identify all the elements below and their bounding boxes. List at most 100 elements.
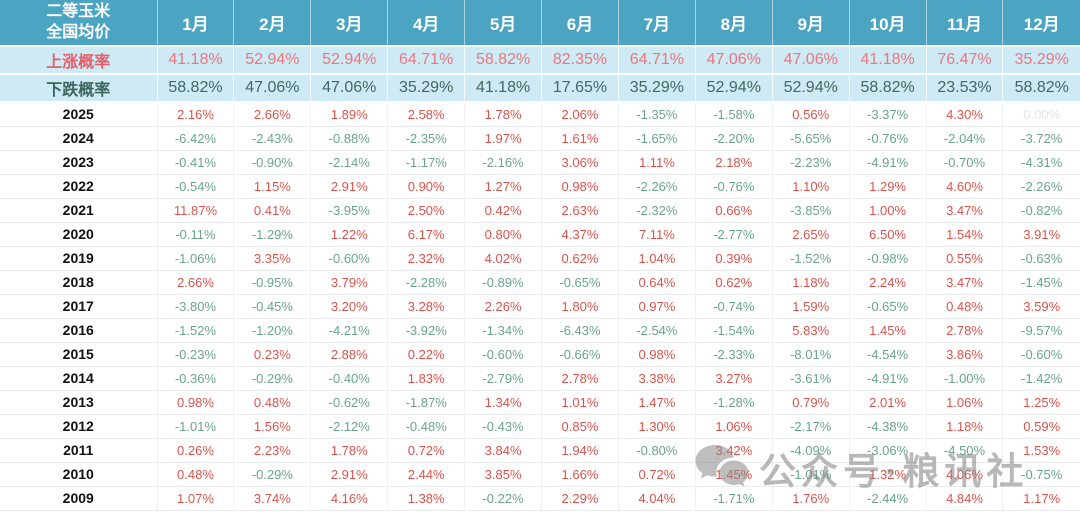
value-cell: -4.54% xyxy=(849,342,927,367)
table-title: 二等玉米 全国均价 xyxy=(0,0,158,47)
table-row: 2015 -0.23% 0.23% 2.88% 0.22% -0.60% -0.66% 0.9… xyxy=(0,342,1080,367)
value-cell: -2.77% xyxy=(695,222,773,247)
value-cell: 4.37% xyxy=(541,222,619,247)
value-cell: -2.17% xyxy=(772,414,850,439)
value-cell: 4.84% xyxy=(926,486,1004,511)
value-cell: 1.54% xyxy=(926,222,1004,247)
value-cell: 0.72% xyxy=(387,438,466,463)
table-row: 2022 -0.54% 1.15% 2.91% 0.90% 1.27% 0.98% -2.26… xyxy=(0,174,1080,199)
value-cell: -2.79% xyxy=(464,366,543,391)
value-cell: 2.23% xyxy=(233,438,312,463)
year-cell: 2021 xyxy=(0,198,158,223)
year-cell: 2011 xyxy=(0,438,158,463)
value-cell: -2.16% xyxy=(464,150,543,175)
value-cell: 1.27% xyxy=(464,174,543,199)
value-cell: 3.74% xyxy=(233,486,312,511)
value-cell: 1.89% xyxy=(310,102,389,127)
value-cell: 2.78% xyxy=(541,366,619,391)
fall-probability-value: 35.29% xyxy=(387,74,466,103)
value-cell: -3.80% xyxy=(157,294,235,319)
value-cell: -4.91% xyxy=(849,366,927,391)
month-header-cell: 7月 xyxy=(618,0,696,47)
value-cell: -1.54% xyxy=(695,318,773,343)
value-cell: 0.98% xyxy=(541,174,619,199)
value-cell: -0.11% xyxy=(157,222,235,247)
value-cell: -0.40% xyxy=(310,366,389,391)
table-row: 2019 -1.06% 3.35% -0.60% 2.32% 4.02% 0.62% 1.04… xyxy=(0,246,1080,271)
rise-probability-value: 41.18% xyxy=(157,46,235,75)
table-row: 2009 1.07% 3.74% 4.16% 1.38% -0.22% 2.29% 4.04%… xyxy=(0,486,1080,511)
table-row: 2012 -1.01% 1.56% -2.12% -0.48% -0.43% 0.85% 1.… xyxy=(0,414,1080,439)
year-cell: 2024 xyxy=(0,126,158,151)
value-cell: -0.88% xyxy=(310,126,389,151)
value-cell: -1.42% xyxy=(1002,366,1080,391)
value-cell: 1.30% xyxy=(618,414,696,439)
value-cell: 4.04% xyxy=(618,486,696,511)
value-cell: 1.83% xyxy=(387,366,466,391)
value-cell: 5.83% xyxy=(772,318,850,343)
value-cell: 0.48% xyxy=(926,294,1004,319)
fall-probability-row: 下跌概率 58.82% 47.06% 47.06% 35.29% 41.18% 17.65… xyxy=(0,74,1080,103)
value-cell: -0.76% xyxy=(849,126,927,151)
table-row: 2011 0.26% 2.23% 1.78% 0.72% 3.84% 1.94% -0.80%… xyxy=(0,438,1080,463)
value-cell: 3.47% xyxy=(926,270,1004,295)
table-row: 2017 -3.80% -0.45% 3.20% 3.28% 2.26% 1.80% 0.97… xyxy=(0,294,1080,319)
fall-probability-value: 58.82% xyxy=(157,74,235,103)
year-cell: 2025 xyxy=(0,102,158,127)
value-cell: 2.32% xyxy=(387,246,466,271)
value-cell: -0.98% xyxy=(849,246,927,271)
value-cell: 3.28% xyxy=(387,294,466,319)
table-title-line2: 全国均价 xyxy=(46,23,111,41)
rise-probability-label: 上涨概率 xyxy=(0,46,158,75)
value-cell: 0.42% xyxy=(464,198,543,223)
value-cell: 0.80% xyxy=(464,222,543,247)
value-cell: 0.41% xyxy=(233,198,312,223)
fall-probability-label: 下跌概率 xyxy=(0,74,158,103)
value-cell: -0.29% xyxy=(233,462,312,487)
value-cell: -8.01% xyxy=(772,342,850,367)
fall-probability-value: 52.94% xyxy=(772,74,850,103)
year-cell: 2020 xyxy=(0,222,158,247)
value-cell: -0.63% xyxy=(1002,246,1080,271)
table-row: 2020 -0.11% -1.29% 1.22% 6.17% 0.80% 4.37% 7.11… xyxy=(0,222,1080,247)
value-cell: -4.50% xyxy=(926,438,1004,463)
value-cell: 3.06% xyxy=(541,150,619,175)
value-cell: 1.53% xyxy=(1002,438,1080,463)
value-cell: 1.38% xyxy=(387,486,466,511)
year-cell: 2012 xyxy=(0,414,158,439)
month-header-cell: 8月 xyxy=(695,0,773,47)
value-cell: 2.78% xyxy=(926,318,1004,343)
year-cell: 2015 xyxy=(0,342,158,367)
value-cell: 1.18% xyxy=(926,414,1004,439)
value-cell: -0.89% xyxy=(464,270,543,295)
value-cell: -0.45% xyxy=(233,294,312,319)
value-cell: 0.22% xyxy=(387,342,466,367)
value-cell: -9.57% xyxy=(1002,318,1080,343)
year-cell: 2013 xyxy=(0,390,158,415)
year-cell: 2009 xyxy=(0,486,158,511)
value-cell: -1.52% xyxy=(157,318,235,343)
value-cell: -5.65% xyxy=(772,126,850,151)
value-cell: 0.48% xyxy=(233,390,312,415)
value-cell: -2.23% xyxy=(772,150,850,175)
value-cell: 1.18% xyxy=(772,270,850,295)
month-header-cell: 10月 xyxy=(849,0,927,47)
rise-probability-row: 上涨概率 41.18% 52.94% 52.94% 64.71% 58.82% 82.35… xyxy=(0,46,1080,75)
value-cell: 1.06% xyxy=(926,390,1004,415)
value-cell: 1.47% xyxy=(618,390,696,415)
value-cell: -1.87% xyxy=(387,390,466,415)
value-cell: 1.34% xyxy=(464,390,543,415)
month-header-row: 二等玉米 全国均价 1月 2月 3月 4月 5月 6月 7月 8月 9月 10月 11月 12月 xyxy=(0,0,1080,47)
value-cell: 2.24% xyxy=(849,270,927,295)
value-cell: 3.79% xyxy=(310,270,389,295)
value-cell: -0.36% xyxy=(157,366,235,391)
value-cell: -3.95% xyxy=(310,198,389,223)
month-header-cell: 12月 xyxy=(1002,0,1080,47)
value-cell: 3.59% xyxy=(1002,294,1080,319)
value-cell: 0.00% xyxy=(1002,102,1080,127)
rise-probability-value: 52.94% xyxy=(310,46,389,75)
value-cell: 1.07% xyxy=(157,486,235,511)
value-cell: 0.55% xyxy=(926,246,1004,271)
value-cell: -0.54% xyxy=(157,174,235,199)
